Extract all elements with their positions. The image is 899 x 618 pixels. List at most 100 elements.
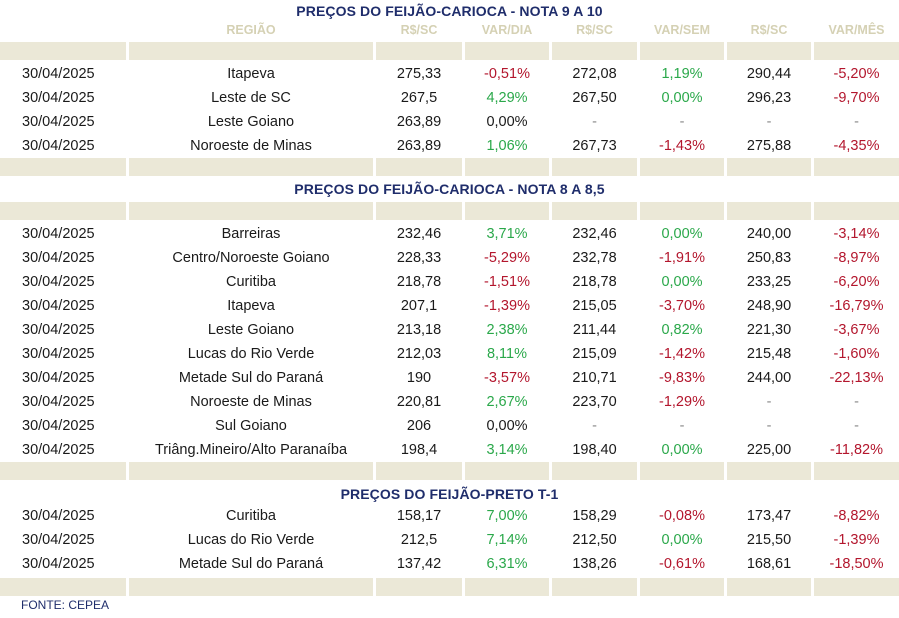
cell-price-week: 272,08 [572, 66, 617, 82]
table-row: 30/04/2025 Triâng.Mineiro/Alto Paranaíba 1… [0, 438, 899, 462]
cell-price-week: 138,26 [572, 556, 617, 572]
cell-price-month: 215,50 [746, 532, 792, 548]
cell-date: 30/04/2025 [22, 556, 95, 572]
cell-region: Leste de SC [211, 90, 291, 106]
cell-price-month: 215,48 [746, 346, 792, 362]
cell-var-day: 4,29% [486, 90, 528, 106]
band-cell [552, 158, 637, 176]
cell-region: Itapeva [227, 298, 275, 314]
band-cell [376, 158, 462, 176]
cell-price-week: 215,09 [572, 346, 617, 362]
cell-date: 30/04/2025 [22, 322, 95, 338]
cell-price-day: 206 [406, 418, 432, 434]
cell-price-day: 263,89 [396, 138, 442, 154]
cell-var-month: - [854, 394, 859, 410]
band-cell [465, 158, 549, 176]
band-cell [129, 42, 373, 60]
cell-var-week: 0,82% [661, 322, 703, 338]
cell-price-week: 223,70 [572, 394, 617, 410]
band-cell [814, 578, 899, 596]
band-cell [814, 462, 899, 480]
cell-price-month: 233,25 [746, 274, 792, 290]
cell-price-week: 232,78 [572, 250, 617, 266]
band-cell [814, 202, 899, 220]
cell-date: 30/04/2025 [22, 298, 95, 314]
cell-price-day: 267,5 [400, 90, 438, 106]
cell-var-day: 7,14% [486, 532, 528, 548]
cell-price-week: 212,50 [572, 532, 617, 548]
header-band [0, 42, 899, 60]
cell-var-month: -3,67% [833, 322, 880, 338]
band-cell [727, 462, 811, 480]
cell-price-month: - [766, 418, 772, 434]
cell-date: 30/04/2025 [22, 274, 95, 290]
band-cell [465, 42, 549, 60]
col-header-regiao: REGIÃO [226, 23, 276, 37]
cell-region: Leste Goiano [207, 114, 295, 130]
section-title: PREÇOS DO FEIJÃO-CARIOCA - NOTA 8 A 8,5 [294, 181, 605, 197]
cell-var-week: - [679, 418, 685, 434]
band-cell [465, 202, 549, 220]
cell-price-month: - [766, 114, 772, 130]
cell-var-month: - [854, 418, 859, 434]
cell-price-month: 240,00 [746, 226, 792, 242]
cell-var-day: 7,00% [486, 508, 528, 524]
cell-price-week: 218,78 [572, 274, 617, 290]
cell-price-week: 267,50 [572, 90, 617, 106]
table-row: 30/04/2025 Barreiras 232,46 3,71% 232,46 0,00… [0, 222, 899, 246]
cell-var-week: -0,08% [659, 508, 705, 524]
cell-price-week: 267,73 [572, 138, 617, 154]
cell-var-day: 0,00% [486, 114, 528, 130]
cell-var-month: -8,82% [833, 508, 880, 524]
cell-price-day: 228,33 [396, 250, 442, 266]
band-cell [465, 462, 549, 480]
band-cell [727, 42, 811, 60]
cell-var-month: -4,35% [833, 138, 880, 154]
cell-region: Sul Goiano [215, 418, 287, 434]
cell-date: 30/04/2025 [22, 66, 95, 82]
band-cell [129, 158, 373, 176]
band-cell [376, 462, 462, 480]
col-header-var-month: VAR/MÊS [828, 23, 885, 37]
cell-var-day: 8,11% [486, 346, 528, 362]
cell-price-day: 213,18 [396, 322, 442, 338]
band-cell [0, 42, 126, 60]
column-header-row: REGIÃO R$/SC VAR/DIA R$/SC VAR/SEM R$/SC… [0, 20, 899, 44]
table-row: 30/04/2025 Leste Goiano 263,89 0,00% - - - - [0, 110, 899, 134]
cell-var-day: -5,29% [484, 250, 530, 266]
band-cell [640, 42, 724, 60]
cell-var-month: -18,50% [829, 556, 884, 572]
cell-var-day: -1,51% [484, 274, 530, 290]
cell-date: 30/04/2025 [22, 226, 95, 242]
cell-var-month: -6,20% [833, 274, 880, 290]
col-header-var-week: VAR/SEM [653, 23, 711, 37]
cell-price-day: 220,81 [396, 394, 442, 410]
band-cell [0, 202, 126, 220]
cell-var-week: -1,42% [659, 346, 705, 362]
cell-price-month: 168,61 [746, 556, 792, 572]
band-cell [376, 578, 462, 596]
cell-price-day: 137,42 [396, 556, 442, 572]
cell-price-day: 212,03 [396, 346, 442, 362]
cell-region: Lucas do Rio Verde [187, 346, 315, 362]
table-row: 30/04/2025 Sul Goiano 206 0,00% - - - - [0, 414, 899, 438]
cell-date: 30/04/2025 [22, 508, 95, 524]
cell-price-day: 190 [406, 370, 432, 386]
cell-price-day: 212,5 [400, 532, 438, 548]
band-cell [640, 462, 724, 480]
footer-band [0, 158, 899, 176]
cell-var-day: 2,38% [486, 322, 528, 338]
cell-var-week: -9,83% [659, 370, 705, 386]
cell-var-day: 3,14% [486, 442, 528, 458]
cell-var-month: -22,13% [829, 370, 884, 386]
cell-region: Centro/Noroeste Goiano [172, 250, 330, 266]
cell-price-week: 198,40 [572, 442, 617, 458]
header-band [0, 202, 899, 220]
cell-region: Metade Sul do Paraná [178, 556, 324, 572]
table-row: 30/04/2025 Centro/Noroeste Goiano 228,33 -5… [0, 246, 899, 270]
cell-price-week: 232,46 [572, 226, 617, 242]
band-cell [129, 462, 373, 480]
col-header-var-day: VAR/DIA [481, 23, 533, 37]
cell-price-week: 211,44 [572, 322, 617, 338]
band-cell [552, 578, 637, 596]
